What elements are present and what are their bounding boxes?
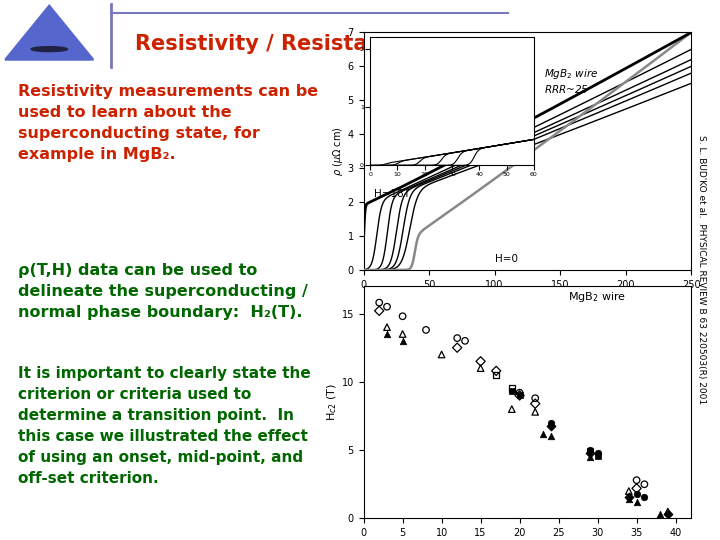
- Point: [506, 384, 518, 393]
- Point: [475, 357, 487, 366]
- Point: [584, 453, 595, 461]
- Point: [662, 510, 674, 518]
- Point: [584, 446, 595, 455]
- Point: [639, 492, 650, 501]
- Point: [451, 334, 463, 342]
- Text: ρ(T,H) data can be used to
delineate the superconducting /
normal phase boundary: ρ(T,H) data can be used to delineate the…: [18, 263, 307, 320]
- Point: [436, 350, 447, 359]
- Point: [382, 302, 393, 311]
- Point: [623, 495, 634, 504]
- Point: [451, 343, 463, 352]
- Y-axis label: $\rho$ ($\mu\Omega$ cm): $\rho$ ($\mu\Omega$ cm): [331, 126, 345, 176]
- Point: [397, 336, 408, 345]
- Point: [639, 480, 650, 489]
- Text: MgB$_2$ wire
$RRR$~25: MgB$_2$ wire $RRR$~25: [544, 68, 599, 96]
- Point: [374, 307, 385, 315]
- Text: H=18T: H=18T: [374, 188, 410, 199]
- Point: [529, 394, 541, 402]
- Point: [397, 312, 408, 321]
- Point: [397, 330, 408, 339]
- Point: [623, 492, 634, 501]
- Point: [475, 364, 487, 373]
- Text: Resistivity / Resistance: Resistivity / Resistance: [135, 33, 409, 53]
- Point: [545, 418, 557, 427]
- Y-axis label: H$_{c2}$ (T): H$_{c2}$ (T): [325, 383, 338, 421]
- Point: [631, 484, 642, 492]
- Circle shape: [31, 46, 68, 52]
- Point: [654, 510, 666, 518]
- Text: Resistivity measurements can be
used to learn about the
superconducting state, f: Resistivity measurements can be used to …: [18, 84, 318, 163]
- Point: [592, 449, 603, 457]
- Point: [623, 487, 634, 495]
- Point: [537, 429, 549, 438]
- Point: [545, 421, 557, 430]
- Polygon shape: [5, 5, 94, 60]
- Point: [631, 498, 642, 507]
- Point: [382, 330, 393, 339]
- Point: [631, 476, 642, 484]
- Point: [529, 400, 541, 408]
- Point: [459, 336, 471, 345]
- X-axis label: T (K): T (K): [514, 293, 541, 302]
- Point: [584, 449, 595, 457]
- Text: H=0: H=0: [495, 253, 518, 264]
- Point: [382, 323, 393, 332]
- Point: [420, 326, 432, 334]
- Point: [514, 388, 526, 397]
- Point: [490, 370, 502, 379]
- Text: S. L. BUD'KO et al.  PHYSICAL REVIEW B 63 220503(R) 2001: S. L. BUD'KO et al. PHYSICAL REVIEW B 63…: [698, 136, 706, 404]
- Point: [506, 387, 518, 396]
- Point: [490, 367, 502, 375]
- Point: [584, 447, 595, 456]
- Point: [529, 408, 541, 416]
- Point: [545, 432, 557, 441]
- Point: [374, 298, 385, 307]
- Text: It is important to clearly state the
criterion or criteria used to
determine a t: It is important to clearly state the cri…: [18, 366, 310, 486]
- Text: MgB$_2$ wire: MgB$_2$ wire: [569, 290, 626, 304]
- Point: [514, 391, 526, 400]
- Point: [506, 405, 518, 414]
- Point: [514, 391, 526, 400]
- Point: [662, 507, 674, 516]
- Point: [592, 451, 603, 460]
- Point: [631, 489, 642, 498]
